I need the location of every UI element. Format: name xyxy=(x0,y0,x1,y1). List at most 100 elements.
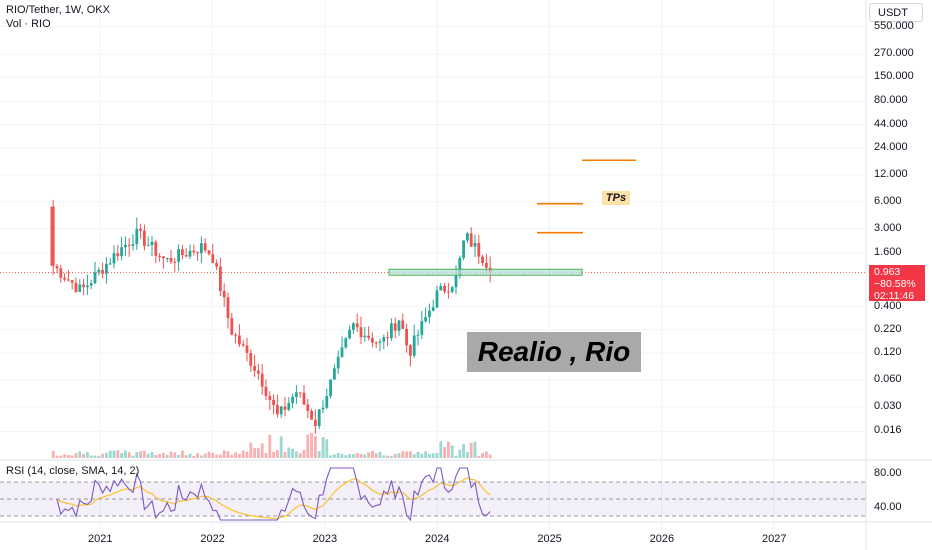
candle-body xyxy=(55,265,59,269)
currency-button[interactable]: USDT xyxy=(869,3,923,22)
volume-bar xyxy=(165,454,169,458)
volume-bar xyxy=(127,452,131,458)
volume-bar xyxy=(188,453,192,458)
volume-bar xyxy=(268,434,272,458)
candle-body xyxy=(427,310,431,318)
volume-bar xyxy=(196,453,199,458)
volume-bar xyxy=(367,452,370,458)
volume-bar xyxy=(222,450,226,458)
candle-body xyxy=(272,399,275,406)
volume-bar xyxy=(104,452,108,458)
price-axis-label: 0.060 xyxy=(874,373,902,386)
candle-body xyxy=(165,257,169,259)
volume-bar xyxy=(298,453,302,458)
candle-body xyxy=(78,284,82,292)
volume-bar xyxy=(386,455,389,458)
volume-bar xyxy=(443,446,446,458)
candle-body xyxy=(435,290,439,308)
price-axis-label: 550.000 xyxy=(874,19,914,32)
volume-bar xyxy=(329,455,332,458)
volume-bar xyxy=(120,453,123,458)
candle-body xyxy=(218,266,222,291)
candle-body xyxy=(446,291,450,293)
candle-body xyxy=(222,290,226,298)
volume-bar xyxy=(169,451,173,458)
volume-bar xyxy=(218,454,222,458)
volume-bar xyxy=(325,439,329,458)
volume-bar xyxy=(484,451,488,458)
volume-bar xyxy=(211,452,215,458)
volume-bar xyxy=(401,451,405,458)
candle-body xyxy=(184,255,188,257)
candle-body xyxy=(154,241,158,256)
volume-bar xyxy=(70,455,74,458)
price-axis-label: 270.000 xyxy=(874,47,914,60)
candle-body xyxy=(279,406,283,415)
volume-bar xyxy=(78,451,82,458)
volume-bar xyxy=(264,452,268,458)
candle-body xyxy=(389,323,393,339)
candle-body xyxy=(458,257,462,276)
candle-body xyxy=(465,233,469,241)
candle-body xyxy=(199,243,203,254)
candle-body xyxy=(161,256,165,259)
candle-body xyxy=(93,272,97,284)
volume-bar xyxy=(424,451,427,458)
volume-bar xyxy=(488,454,492,458)
volume-bar xyxy=(287,447,291,458)
volume-bar xyxy=(363,454,367,458)
volume-bar xyxy=(154,454,158,458)
candle-body xyxy=(424,317,427,322)
candle-body xyxy=(158,255,161,257)
candle-body xyxy=(302,392,306,405)
volume-bar xyxy=(435,452,439,458)
candle-body xyxy=(146,245,150,247)
candle-body xyxy=(237,335,241,345)
candle-body xyxy=(450,287,454,292)
candle-body xyxy=(139,228,142,231)
candle-body xyxy=(382,337,386,342)
volume-bar xyxy=(59,455,63,458)
volume-bar xyxy=(253,447,256,458)
volume-bar xyxy=(427,453,431,458)
volume-bar xyxy=(374,453,378,458)
volume-bar xyxy=(158,454,161,458)
volume-bar xyxy=(291,448,294,458)
volume-bar xyxy=(378,451,382,458)
volume-bar xyxy=(203,453,207,458)
volume-bar xyxy=(302,449,306,458)
candle-body xyxy=(104,263,108,274)
tps-label[interactable]: TPs xyxy=(602,191,630,205)
volume-bar xyxy=(458,449,462,458)
candle-body xyxy=(370,337,374,343)
candle-body xyxy=(142,230,146,246)
volume-bar xyxy=(294,451,298,458)
volume-bar xyxy=(66,455,70,458)
volume-bar xyxy=(142,450,146,458)
candle-body xyxy=(173,261,177,263)
volume-bar xyxy=(192,455,196,458)
rsi-legend: RSI (14, close, SMA, 14, 2) xyxy=(6,465,140,477)
time-axis-label: 2022 xyxy=(200,533,225,545)
last-price-value: 0.963 xyxy=(874,266,901,278)
candle-body xyxy=(454,275,458,288)
candle-body xyxy=(188,250,192,257)
text-annotation[interactable]: Realio , Rio xyxy=(467,332,641,372)
price-axis-label: 80.000 xyxy=(874,94,908,107)
candle-body xyxy=(66,279,70,281)
bar-countdown: 02:11:46 xyxy=(874,290,915,302)
time-axis-label: 2026 xyxy=(649,533,675,545)
candle-body xyxy=(249,352,253,366)
candle-body xyxy=(439,285,443,291)
candle-body xyxy=(469,233,473,247)
volume-bar xyxy=(116,450,120,458)
candle-body xyxy=(120,247,123,257)
candle-body xyxy=(325,396,329,408)
candle-body xyxy=(340,347,344,357)
candle-body xyxy=(89,283,93,286)
candle-body xyxy=(241,344,245,346)
volume-bar xyxy=(241,450,245,458)
candle-body xyxy=(123,244,127,248)
